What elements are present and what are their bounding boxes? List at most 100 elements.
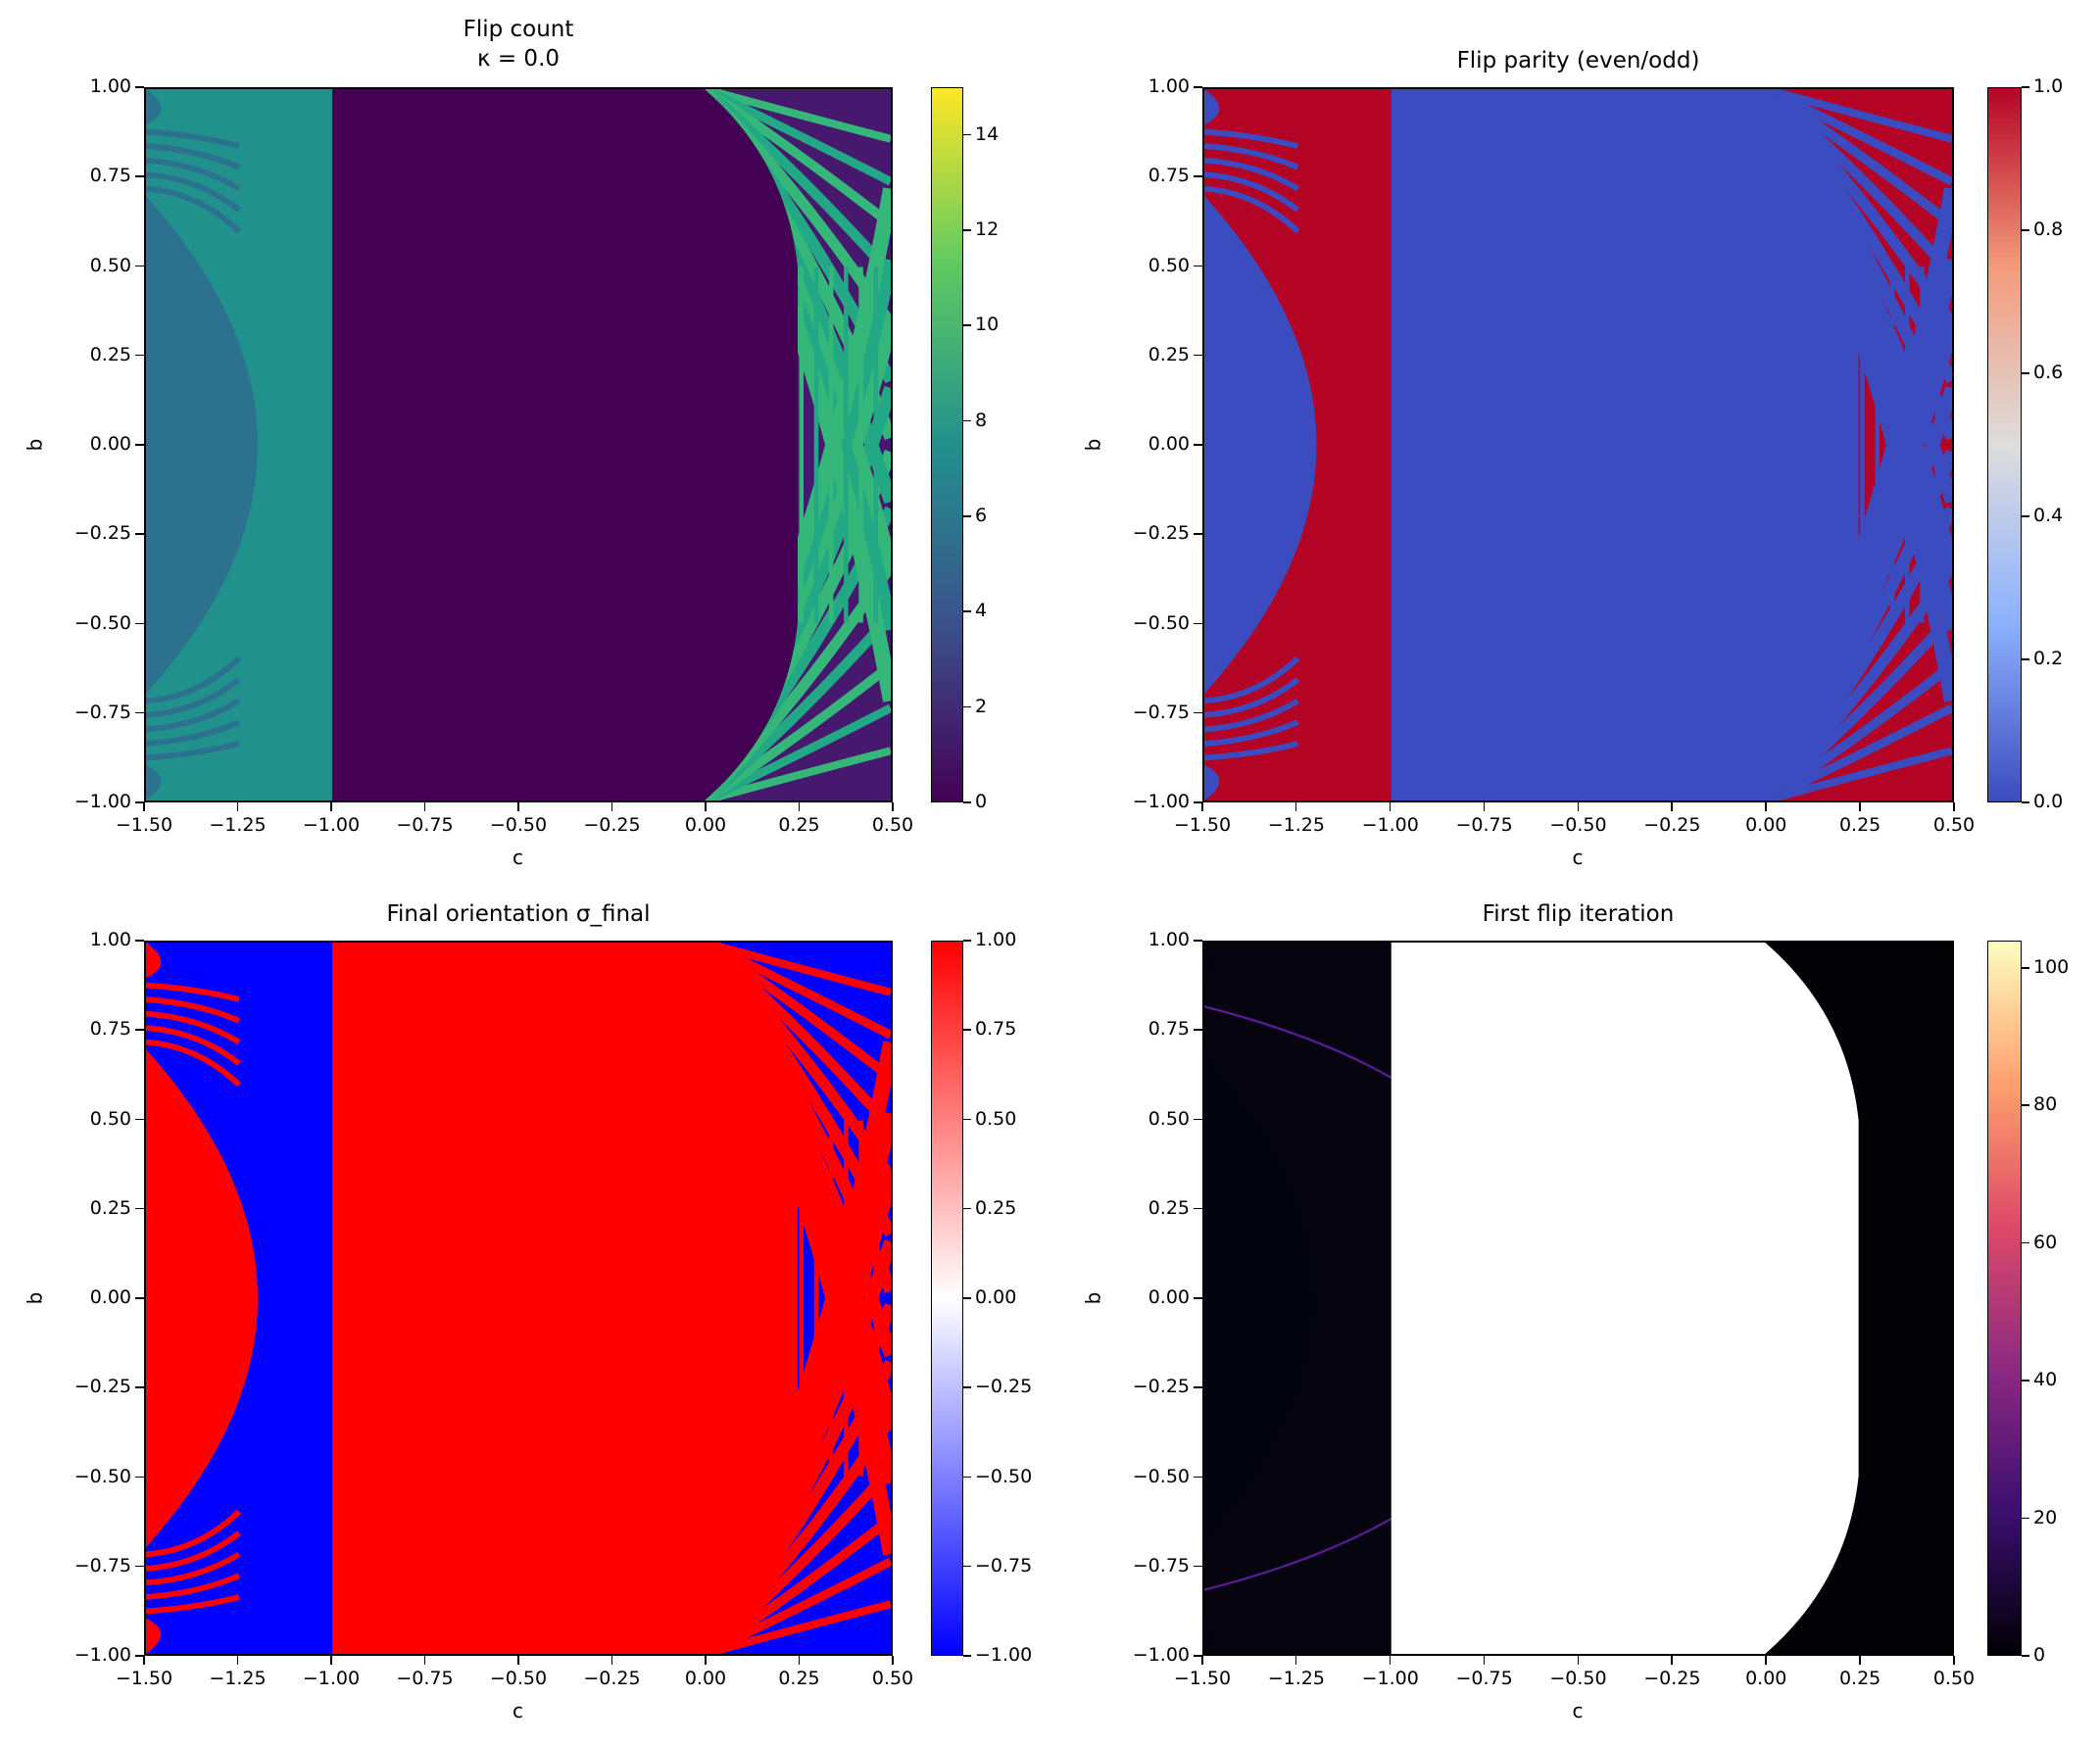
colorbar-tick	[2022, 1380, 2029, 1381]
y-tick	[1194, 1297, 1202, 1299]
y-tick-label: 1.00	[89, 75, 131, 97]
y-tick	[135, 1476, 144, 1478]
fan-stripe	[1204, 719, 1299, 747]
colorbar-tick-label: 0.50	[975, 1107, 1017, 1130]
x-tick-label: −0.25	[1643, 1668, 1701, 1689]
colorbar-tick-label: 0.00	[975, 1286, 1017, 1308]
y-tick	[135, 801, 144, 803]
y-tick	[1194, 265, 1202, 267]
y-tick	[1194, 1565, 1202, 1568]
x-tick	[892, 802, 894, 811]
x-tick-label: −1.50	[1173, 814, 1232, 836]
x-tick	[1765, 1656, 1767, 1665]
fan-stripe	[1204, 143, 1299, 170]
x-tick-label: −1.25	[1267, 814, 1325, 836]
y-tick-label: 0.25	[89, 343, 131, 365]
x-axis-label: c	[513, 1699, 523, 1722]
y-tick	[1194, 1118, 1202, 1120]
fan-stripe	[146, 741, 240, 761]
colorbar-tick-label: 2	[975, 695, 988, 717]
colorbar-tick	[963, 1655, 971, 1657]
x-tick	[330, 802, 332, 811]
y-tick	[135, 265, 144, 267]
y-tick-label: −0.25	[73, 1376, 131, 1398]
colorbar-tick-label: 14	[975, 122, 1000, 145]
fan-stripe	[146, 996, 241, 1024]
heatmap-image	[146, 89, 891, 800]
region-middle	[332, 89, 798, 800]
x-tick	[1201, 802, 1203, 811]
region-left-corner	[1204, 89, 1220, 125]
y-tick-label: −1.00	[1132, 1644, 1190, 1666]
fan-stripe	[146, 1594, 240, 1615]
y-tick-label: 0.50	[89, 254, 131, 276]
y-tick-label: 1.00	[1148, 75, 1190, 97]
fan-stripe	[146, 157, 241, 192]
colorbar-tick-label: 12	[975, 218, 1000, 240]
x-tick	[1483, 1656, 1486, 1665]
colorbar	[931, 87, 963, 802]
y-tick	[135, 175, 144, 177]
y-tick	[135, 533, 144, 535]
x-tick	[610, 802, 612, 811]
colorbar-tick-label: 0	[975, 791, 988, 812]
y-tick	[135, 444, 144, 446]
colorbar-tick	[963, 1386, 971, 1388]
x-tick-label: −1.00	[302, 1668, 361, 1689]
colorbar-tick-label: 60	[2033, 1231, 2058, 1253]
colorbar-tick-label: 1.00	[975, 929, 1017, 950]
colorbar-tick	[963, 515, 971, 517]
y-axis-label: b	[23, 1291, 47, 1305]
y-tick-label: −0.50	[73, 611, 131, 634]
x-tick-label: 0.00	[1745, 814, 1787, 836]
x-tick-label: 0.00	[684, 814, 727, 836]
chart-title: First flip iteration	[1202, 899, 1954, 929]
fan-stripe	[146, 171, 241, 213]
y-tick	[1194, 940, 1202, 942]
region-middle	[1391, 89, 1859, 800]
heatmap-axes	[144, 941, 893, 1656]
fan-stripe	[146, 185, 242, 234]
y-tick-label: 0.25	[1148, 343, 1190, 365]
x-tick	[1859, 802, 1861, 811]
fan-stripe	[146, 1025, 241, 1066]
title-line: First flip iteration	[1482, 901, 1675, 927]
y-tick-label: 0.75	[1148, 1018, 1190, 1041]
colorbar-tick	[963, 133, 971, 136]
x-tick	[1671, 1656, 1673, 1665]
y-tick-label: −0.75	[1132, 1554, 1190, 1576]
y-tick-label: −1.00	[1132, 791, 1190, 812]
colorbar-tick	[963, 229, 971, 231]
x-axis-label: c	[1572, 1699, 1584, 1722]
x-tick-label: −0.75	[396, 814, 454, 836]
x-tick-label: 0.50	[1932, 814, 1976, 836]
x-tick-label: −0.25	[1643, 814, 1701, 836]
y-tick-label: 0.75	[89, 165, 131, 187]
x-tick	[610, 1656, 612, 1665]
y-tick	[135, 1297, 144, 1299]
heatmap-axes	[1202, 941, 1954, 1656]
colorbar-tick	[963, 940, 971, 942]
y-tick	[1194, 444, 1202, 446]
y-tick	[135, 940, 144, 942]
x-tick	[143, 1656, 145, 1665]
x-tick	[1577, 1656, 1579, 1665]
y-tick-label: 0.00	[1148, 1286, 1190, 1308]
fan-stripe	[1204, 157, 1300, 192]
y-tick-label: −0.25	[73, 522, 131, 545]
y-tick-label: 0.25	[89, 1196, 131, 1219]
colorbar-tick	[963, 801, 971, 803]
y-tick-label: 0.75	[89, 1018, 131, 1041]
y-tick	[1194, 533, 1202, 535]
colorbar-tick	[963, 419, 971, 422]
y-tick-label: −1.00	[73, 791, 131, 812]
y-tick-label: 0.75	[1148, 165, 1190, 187]
colorbar-tick	[2022, 801, 2029, 803]
y-tick	[135, 622, 144, 624]
x-tick-label: −0.75	[1455, 1668, 1513, 1689]
fan-stripe	[146, 1551, 241, 1586]
y-tick-label: 0.50	[1148, 254, 1190, 276]
y-tick-label: −0.75	[1132, 701, 1190, 723]
region-left-bulge	[146, 195, 258, 695]
heatmap-image	[146, 943, 891, 1654]
